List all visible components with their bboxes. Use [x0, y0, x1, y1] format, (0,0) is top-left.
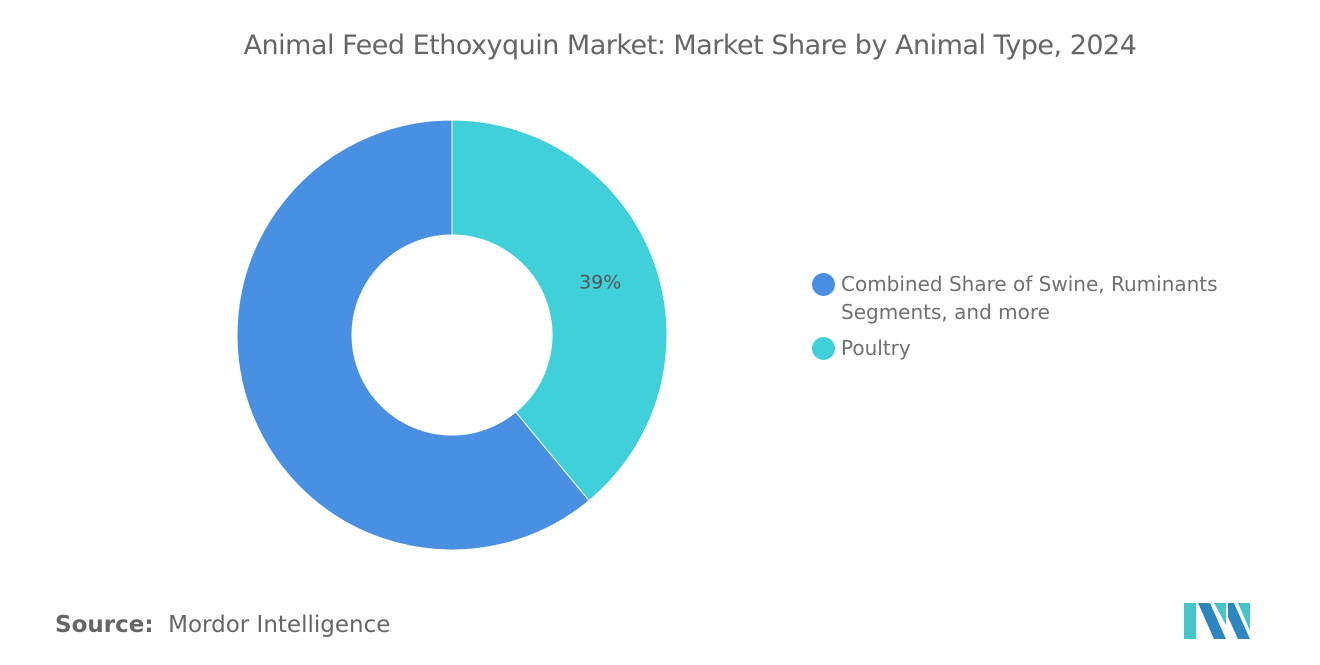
source-line: Source: Mordor Intelligence	[55, 612, 390, 638]
mordor-intelligence-logo-icon	[1184, 603, 1250, 639]
legend: Combined Share of Swine, Ruminants Segme…	[812, 270, 1232, 370]
legend-label-combined: Combined Share of Swine, Ruminants Segme…	[841, 272, 1218, 324]
source-label: Source:	[55, 612, 154, 638]
legend-item-poultry: Poultry	[812, 334, 1232, 362]
source-value: Mordor Intelligence	[168, 612, 391, 638]
chart-title: Animal Feed Ethoxyquin Market: Market Sh…	[243, 30, 1137, 61]
legend-swatch-combined	[812, 273, 835, 296]
legend-label-poultry: Poultry	[841, 336, 911, 360]
data-label-poultry: 39%	[579, 272, 621, 294]
donut-slice-combined	[236, 119, 590, 551]
legend-item-combined: Combined Share of Swine, Ruminants Segme…	[812, 270, 1232, 326]
donut-slice-poultry	[451, 119, 668, 502]
legend-swatch-poultry	[812, 337, 835, 360]
